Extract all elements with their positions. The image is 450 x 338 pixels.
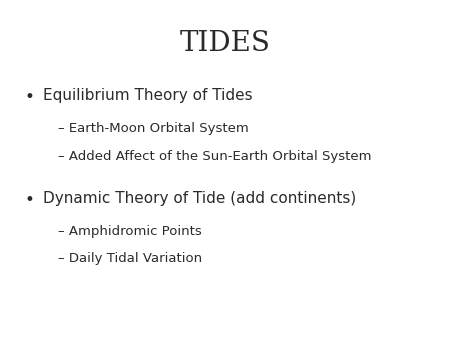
Text: •: • — [25, 88, 35, 106]
Text: •: • — [25, 191, 35, 209]
Text: – Amphidromic Points: – Amphidromic Points — [58, 225, 202, 238]
Text: TIDES: TIDES — [180, 30, 270, 57]
Text: – Daily Tidal Variation: – Daily Tidal Variation — [58, 252, 202, 265]
Text: – Earth-Moon Orbital System: – Earth-Moon Orbital System — [58, 122, 249, 135]
Text: Dynamic Theory of Tide (add continents): Dynamic Theory of Tide (add continents) — [43, 191, 356, 206]
Text: Equilibrium Theory of Tides: Equilibrium Theory of Tides — [43, 88, 252, 103]
Text: – Added Affect of the Sun-Earth Orbital System: – Added Affect of the Sun-Earth Orbital … — [58, 150, 372, 163]
